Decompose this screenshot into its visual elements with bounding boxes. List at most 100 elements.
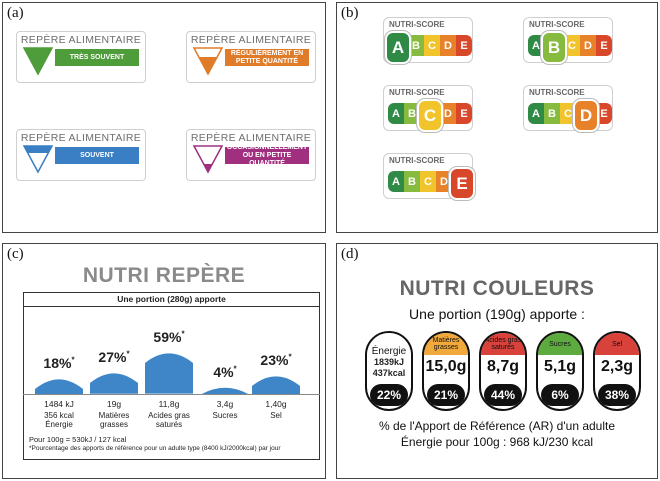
nutri-couleurs-title: NUTRI COULEURS bbox=[399, 277, 595, 300]
repere-card-title: REPÈRE ALIMENTAIRE bbox=[190, 132, 312, 144]
pill-energy-kj: 1839kJ bbox=[373, 357, 405, 367]
pill-percent: 38% bbox=[598, 384, 636, 406]
pill-energy-kcal: 437kcal bbox=[372, 368, 406, 378]
nutri-score-title: NUTRI-SCORE bbox=[529, 88, 585, 97]
baseline-divider bbox=[23, 394, 320, 395]
repere-card-title: REPÈRE ALIMENTAIRE bbox=[20, 34, 142, 46]
nutri-repere-bar bbox=[35, 379, 83, 394]
nutri-repere-subtitle: Une portion (280g) apporte bbox=[117, 294, 226, 304]
repere-card-text: SOUVENT bbox=[55, 147, 139, 164]
pill-percent: 22% bbox=[370, 384, 408, 406]
repere-card-occasionnellement: REPÈRE ALIMENTAIRE OCCASIONNELLEMENT OU … bbox=[186, 129, 316, 181]
nutri-score-label-b: NUTRI-SCORE A B C D E bbox=[523, 17, 613, 64]
pill-value: 15,0g bbox=[425, 358, 467, 375]
nutri-score-title: NUTRI-SCORE bbox=[389, 88, 445, 97]
panel-d-nutri-couleurs: (d) NUTRI COULEURS Une portion (190g) ap… bbox=[336, 243, 658, 479]
nutri-score-letter-c: C bbox=[564, 35, 580, 56]
pill-header: Énergie bbox=[367, 333, 411, 357]
nutri-repere-bar bbox=[145, 353, 193, 394]
nutri-score-label-e: NUTRI-SCORE A B C D E bbox=[383, 153, 475, 200]
pill-header: Matières grasses bbox=[424, 333, 468, 355]
pill-percent: 44% bbox=[484, 384, 522, 406]
nutri-score-letter-b: B bbox=[408, 35, 424, 56]
nutri-repere-bar bbox=[90, 373, 138, 394]
nutri-score-letter-a: A bbox=[388, 171, 404, 192]
nutri-score-letter-d: D bbox=[440, 35, 456, 56]
pill-value: 8,7g bbox=[486, 358, 519, 375]
nutri-score-letter-c: C bbox=[560, 103, 576, 124]
pill-percent: 6% bbox=[541, 384, 579, 406]
nutri-repere-quantity: 11,8g bbox=[158, 399, 180, 409]
triangle-two-thirds-icon bbox=[193, 47, 223, 76]
nutri-couleurs-subtitle: Une portion (190g) apporte : bbox=[409, 306, 585, 322]
pill-percent: 21% bbox=[427, 384, 465, 406]
nutri-repere-percent: 18%* bbox=[43, 354, 75, 371]
triangle-tip-icon bbox=[193, 145, 223, 174]
panel-label: (a) bbox=[7, 5, 24, 21]
panel-label: (b) bbox=[341, 5, 359, 21]
nutri-couleurs-pill: Sucres 5,1g 6% bbox=[536, 331, 584, 411]
repere-card-title: REPÈRE ALIMENTAIRE bbox=[190, 34, 312, 46]
nutri-score-letter-a: A bbox=[528, 35, 544, 56]
panel-label: (c) bbox=[7, 246, 24, 262]
nutri-score-letter-e: E bbox=[596, 103, 612, 124]
nutri-score-letter-e: E bbox=[456, 35, 472, 56]
nutri-repere-percent: 27%* bbox=[98, 349, 130, 366]
nutri-score-letter-e: E bbox=[596, 35, 612, 56]
footnote-reference: *Pourcentage des apports de référence po… bbox=[29, 445, 281, 452]
nutri-repere-percent: 23%* bbox=[260, 351, 292, 368]
nutri-score-letter-d: D bbox=[436, 171, 452, 192]
nutri-score-letter-a: A bbox=[385, 31, 411, 64]
nutri-repere-nutrient: 356 kcal Énergie bbox=[44, 411, 74, 429]
repere-card-text: OCCASIONNELLEMENT OU EN PETITE QUANTITÉ bbox=[225, 143, 309, 167]
nutri-score-letter-e: E bbox=[456, 103, 472, 124]
panel-a-repere-alimentaire: (a) REPÈRE ALIMENTAIRE TRÈS SOUVENT REPÈ… bbox=[2, 2, 326, 233]
nutri-couleurs-pill: Énergie 1839kJ 437kcal 22% bbox=[365, 331, 413, 411]
nutri-score-letter-a: A bbox=[528, 103, 544, 124]
nutri-repere-quantity: 1484 kJ bbox=[44, 399, 74, 409]
nutri-score-letter-b: B bbox=[544, 103, 560, 124]
nutri-couleurs-footer-energy: Énergie pour 100g : 968 kJ/230 kcal bbox=[400, 435, 594, 449]
nutri-repere-nutrient: Sucres bbox=[212, 411, 238, 420]
nutri-repere-percent: 4%* bbox=[213, 363, 237, 380]
pill-value: 5,1g bbox=[543, 358, 576, 375]
repere-card-tres-souvent: REPÈRE ALIMENTAIRE TRÈS SOUVENT bbox=[16, 31, 146, 83]
nutri-score-letter-e: E bbox=[449, 167, 475, 200]
pill-header: Acides gras saturés bbox=[481, 333, 525, 355]
nutri-couleurs-pill: Matières grasses 15,0g 21% bbox=[422, 331, 470, 411]
nutri-score-letter-c: C bbox=[420, 171, 436, 192]
pill-value: 2,3g bbox=[600, 358, 633, 375]
nutri-score-letter-b: B bbox=[404, 103, 420, 124]
panel-c-nutri-repere: (c) NUTRI REPÈRE Une portion (280g) appo… bbox=[2, 243, 326, 479]
nutri-score-title: NUTRI-SCORE bbox=[389, 20, 445, 29]
nutri-repere-nutrient: Sel bbox=[270, 411, 282, 420]
triangle-one-third-icon bbox=[23, 145, 53, 174]
repere-card-regulierement: REPÈRE ALIMENTAIRE RÉGULIÈREMENT EN PETI… bbox=[186, 31, 316, 83]
nutri-repere-quantity: 19g bbox=[106, 399, 122, 409]
nutri-repere-frame bbox=[23, 292, 320, 460]
nutri-score-letter-d: D bbox=[580, 35, 596, 56]
nutri-repere-quantity: 1,40g bbox=[265, 399, 287, 409]
nutri-score-letter-c: C bbox=[424, 35, 440, 56]
repere-card-text: TRÈS SOUVENT bbox=[55, 49, 139, 66]
nutri-score-letter-a: A bbox=[388, 103, 404, 124]
nutri-score-letter-c: C bbox=[417, 99, 443, 132]
nutri-score-label-a: NUTRI-SCORE A B C D E bbox=[383, 17, 473, 64]
panel-label: (d) bbox=[341, 246, 359, 262]
repere-card-souvent: REPÈRE ALIMENTAIRE SOUVENT bbox=[16, 129, 146, 181]
nutri-repere-title: NUTRI REPÈRE bbox=[82, 264, 246, 287]
nutri-score-letter-d: D bbox=[573, 99, 599, 132]
nutri-couleurs-footer-ar: % de l'Apport de Référence (AR) d'un adu… bbox=[378, 419, 616, 433]
pill-header: Sel bbox=[595, 333, 639, 355]
nutri-repere-bar bbox=[252, 376, 300, 394]
repere-card-text: RÉGULIÈREMENT EN PETITE QUANTITÉ bbox=[225, 49, 309, 66]
repere-card-title: REPÈRE ALIMENTAIRE bbox=[20, 132, 142, 144]
nutri-score-label-d: NUTRI-SCORE A B C D E bbox=[523, 85, 613, 132]
nutri-score-label-c: NUTRI-SCORE A B C D E bbox=[383, 85, 473, 132]
nutri-couleurs-pill: Acides gras saturés 8,7g 44% bbox=[479, 331, 527, 411]
nutri-repere-nutrient: Matières grasses bbox=[98, 411, 130, 429]
